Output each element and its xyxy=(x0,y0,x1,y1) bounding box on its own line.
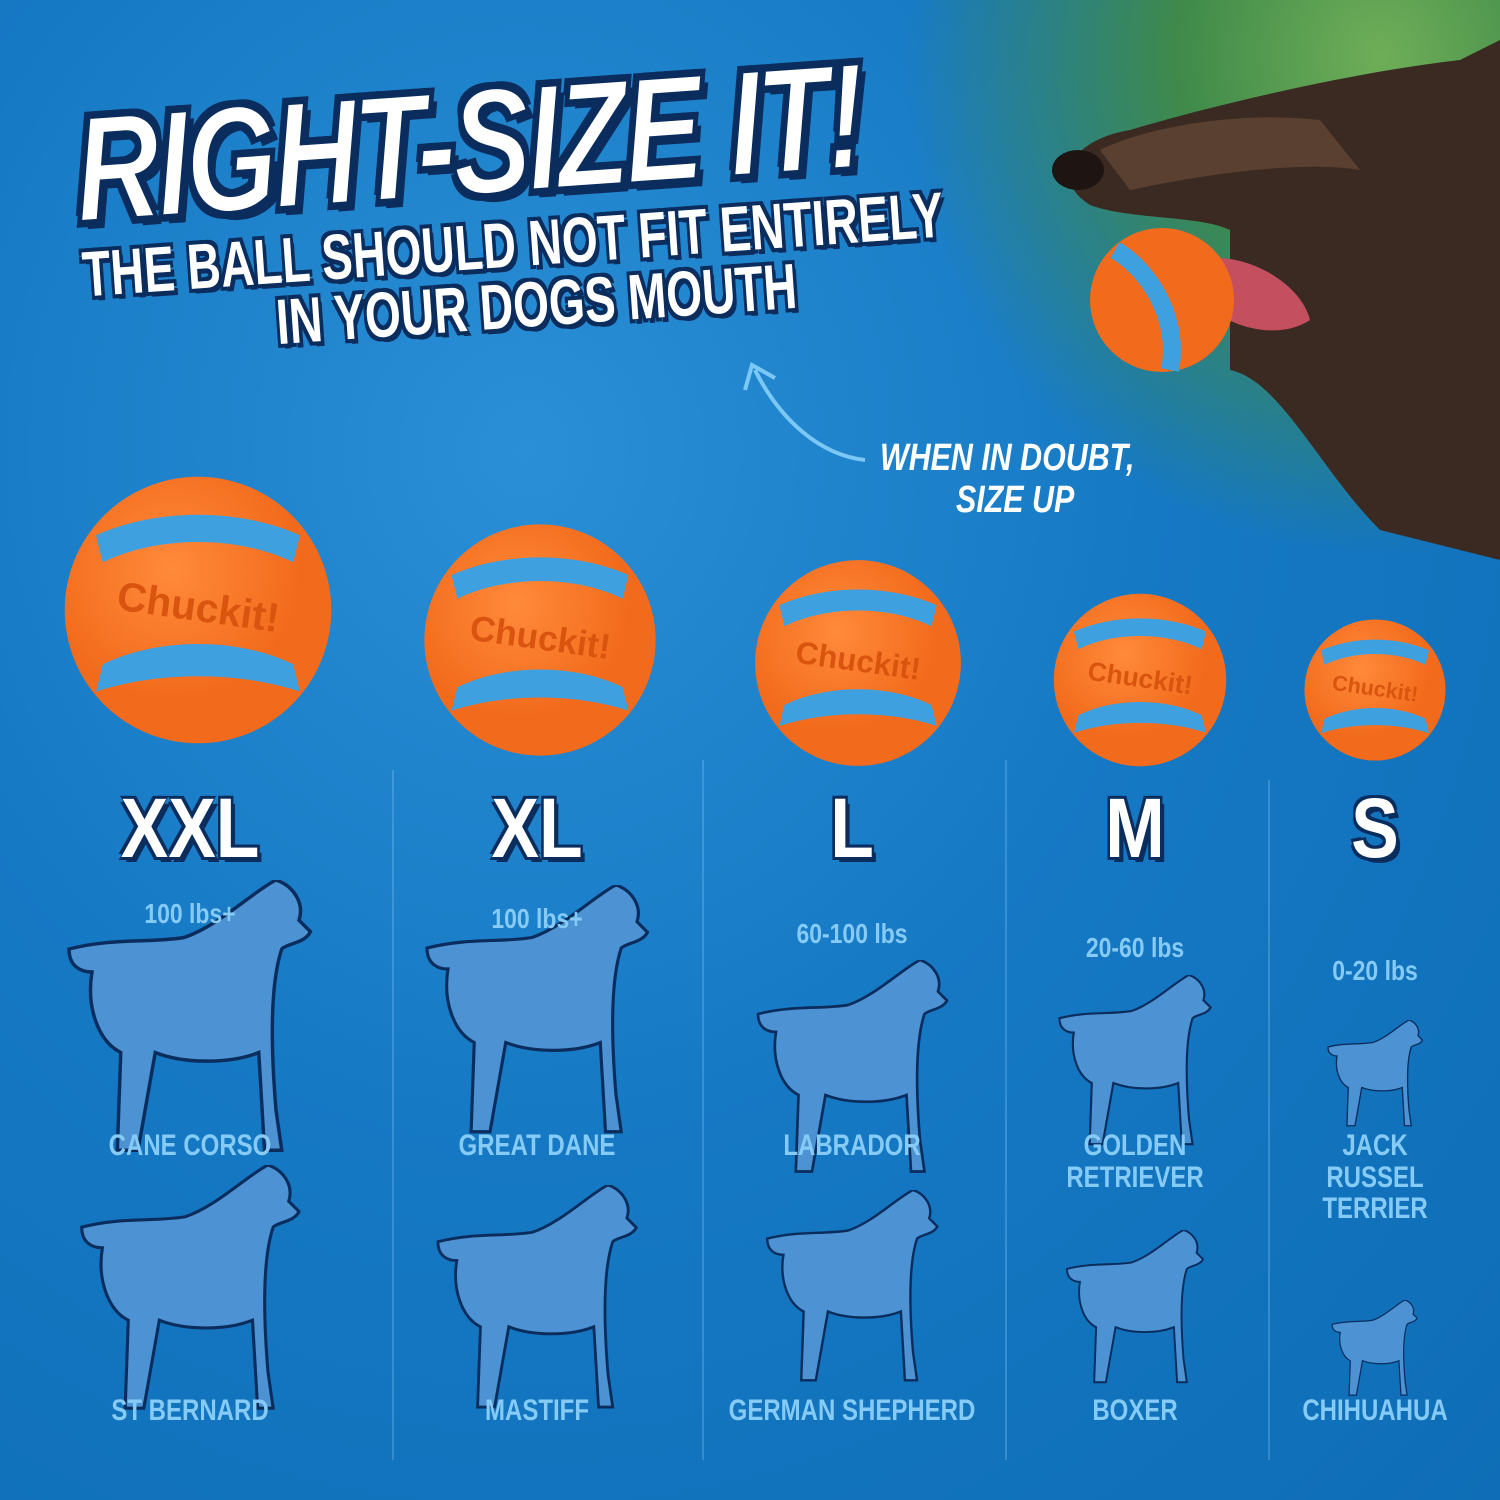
breed-2-name: MASTIFF xyxy=(485,1394,589,1427)
weight-range: 100 lbs+ xyxy=(491,903,583,934)
size-label-column: XL xyxy=(437,780,637,877)
weight-range: 100 lbs+ xyxy=(144,898,236,929)
breed-2-silhouette xyxy=(436,1185,638,1409)
breed-1-silhouette xyxy=(756,960,949,1173)
column-divider xyxy=(392,770,394,1460)
weight-range: 60-100 lbs xyxy=(796,918,908,949)
ball-xl: Chuckit! xyxy=(424,524,656,756)
breed-1-name: LABRADOR xyxy=(783,1129,921,1162)
size-up-tip: WHEN IN DOUBT, SIZE UP xyxy=(880,437,1135,522)
breed-1-silhouette xyxy=(1058,975,1212,1146)
breed-2-name: ST BERNARD xyxy=(111,1394,269,1427)
column-divider xyxy=(702,760,704,1460)
size-label-column: L xyxy=(752,780,952,877)
weight-range: 20-60 lbs xyxy=(1085,932,1185,963)
size-label-column: M xyxy=(1035,780,1235,877)
size-label: XXL xyxy=(120,781,260,875)
weight-range: 0-20 lbs xyxy=(1332,955,1418,986)
dog-with-ball-photo xyxy=(1052,40,1500,560)
dog-photo-background xyxy=(900,0,1500,560)
ball-l: Chuckit! xyxy=(755,560,961,766)
tip-line-2: SIZE UP xyxy=(956,478,1075,521)
breed-2-name: BOXER xyxy=(1092,1394,1178,1427)
breed-2-silhouette xyxy=(1065,1230,1205,1384)
size-label: XL xyxy=(491,781,583,875)
breed-1-name: GOLDEN RETRIEVER xyxy=(1066,1129,1204,1194)
breed-1-name: JACK RUSSEL TERRIER xyxy=(1322,1129,1428,1225)
tip-line-1: WHEN IN DOUBT, xyxy=(880,437,1135,479)
ball-xxl: Chuckit! xyxy=(64,476,332,744)
ball-in-mouth xyxy=(1090,228,1234,372)
ball-s: Chuckit! xyxy=(1304,619,1446,761)
breed-1-name: GREAT DANE xyxy=(458,1129,616,1162)
column-divider xyxy=(1005,760,1007,1460)
breed-2-silhouette xyxy=(1331,1300,1419,1396)
breed-2-silhouette xyxy=(79,1165,301,1410)
breed-2-name: CHIHUAHUA xyxy=(1302,1394,1448,1427)
size-label-column: XXL xyxy=(90,780,290,877)
column-divider xyxy=(1268,780,1270,1460)
size-label: S xyxy=(1351,781,1399,875)
breed-1-silhouette xyxy=(425,885,650,1134)
size-label-column: S xyxy=(1275,780,1475,877)
breed-1-silhouette xyxy=(1327,1020,1424,1127)
curved-arrow-icon xyxy=(743,362,866,462)
breed-1-name: CANE CORSO xyxy=(108,1129,272,1162)
breed-2-silhouette xyxy=(765,1190,939,1382)
breed-2-name: GERMAN SHEPHERD xyxy=(728,1394,976,1427)
ball-m: Chuckit! xyxy=(1053,593,1227,767)
size-label: L xyxy=(830,781,874,875)
size-label: M xyxy=(1105,781,1165,875)
breed-1-silhouette xyxy=(67,880,313,1152)
